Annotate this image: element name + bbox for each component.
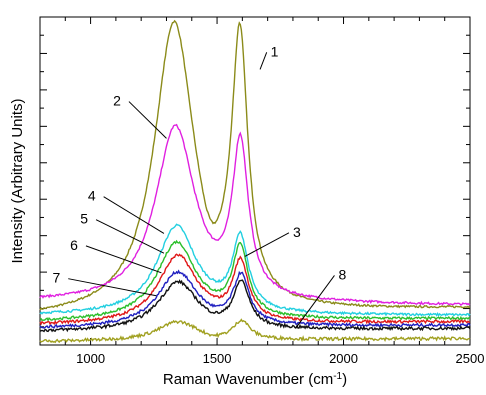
series-line-3 [39, 223, 471, 317]
x-axis-ticks: 1000 1500 2000 2500 [64, 17, 485, 366]
series-line-2 [39, 123, 471, 307]
label-leader-7 [68, 278, 157, 297]
curve-label-6: 6 [70, 237, 78, 253]
label-leader-8 [295, 275, 335, 329]
x-axis-title: Raman Wavenumber (cm-1) [163, 371, 347, 388]
curve-label-4: 4 [88, 188, 96, 204]
x-tick-label: 2500 [456, 351, 485, 366]
label-leader-4 [103, 196, 165, 234]
series-line-7 [39, 279, 471, 333]
label-leader-3 [244, 232, 290, 257]
curve-label-3: 3 [293, 224, 301, 240]
label-leader-1 [259, 52, 268, 70]
label-leader-2 [128, 101, 167, 139]
curve-label-5: 5 [80, 211, 88, 227]
x-tick-label: 2000 [329, 351, 358, 366]
label-leader-5 [95, 219, 165, 254]
plot-frame [39, 16, 471, 346]
series-line-5 [39, 253, 471, 326]
series-curves [39, 19, 471, 344]
curve-label-2: 2 [113, 93, 121, 109]
series-line-4 [39, 239, 471, 322]
series-line-6 [39, 269, 471, 329]
y-axis-title: Intensity (Arbitrary Units) [9, 98, 26, 263]
curve-label-8: 8 [338, 266, 346, 282]
curve-label-7: 7 [52, 270, 60, 286]
x-tick-label: 1000 [76, 351, 105, 366]
curve-label-1: 1 [271, 43, 279, 59]
x-tick-label: 1500 [203, 351, 232, 366]
series-line-1 [39, 19, 471, 311]
series-line-8 [39, 318, 471, 344]
curve-labels: 1 2 3 456 7 8 [52, 43, 346, 329]
label-leader-6 [85, 245, 162, 274]
